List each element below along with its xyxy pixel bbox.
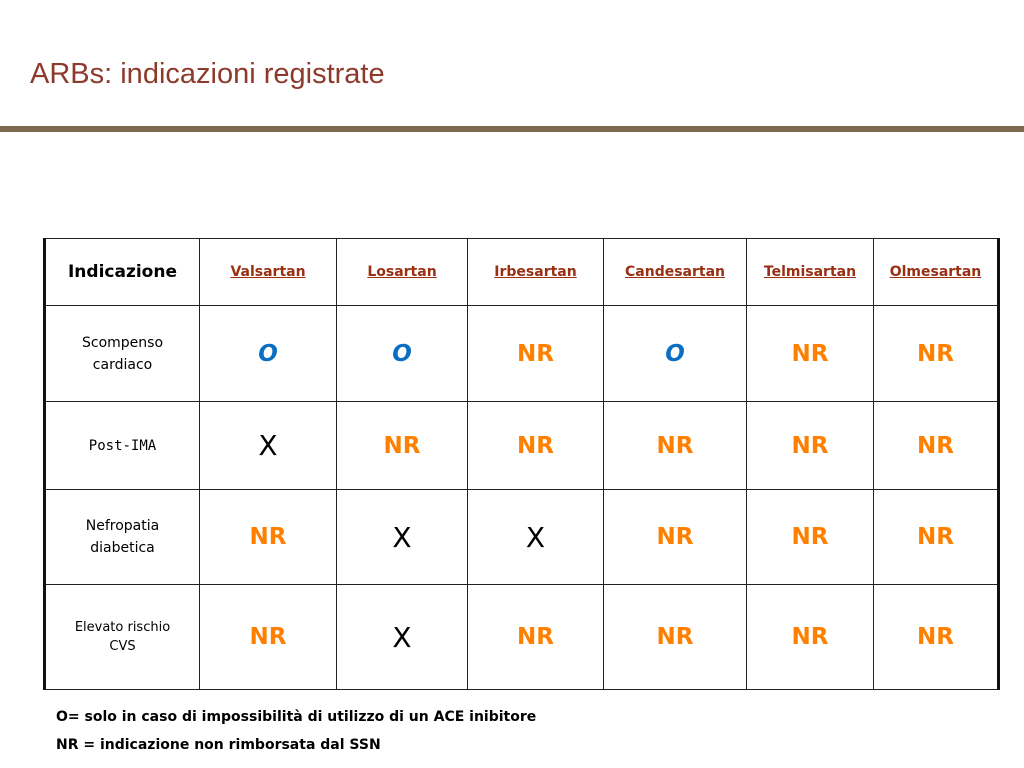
table-row: Nefropatia diabetica NR X X NR NR NR [44, 489, 999, 585]
cell: NR [603, 584, 747, 690]
column-header: Irbesartan [467, 238, 604, 306]
column-header: Indicazione [44, 238, 200, 306]
cell: NR [746, 401, 874, 490]
footnote: NR = indicazione non rimborsata dal SSN [56, 737, 381, 753]
header-row: Indicazione Valsartan Losartan Irbesarta… [44, 238, 999, 306]
cell: O [199, 305, 337, 402]
column-header: Candesartan [603, 238, 747, 306]
cell: NR [873, 584, 999, 690]
cell: NR [336, 401, 468, 490]
row-label: Nefropatia diabetica [44, 489, 200, 585]
cell: NR [746, 305, 874, 402]
cell: NR [603, 489, 747, 585]
cell: NR [873, 305, 999, 402]
cell: X [336, 584, 468, 690]
column-header: Losartan [336, 238, 468, 306]
column-header: Valsartan [199, 238, 337, 306]
cell: X [336, 489, 468, 585]
table-row: Elevato rischio CVS NR X NR NR NR NR [44, 584, 999, 690]
column-header: Olmesartan [873, 238, 999, 306]
cell: NR [746, 489, 874, 585]
row-label: Post-IMA [44, 401, 200, 490]
cell: NR [873, 489, 999, 585]
row-label: Elevato rischio CVS [44, 584, 200, 690]
cell: NR [746, 584, 874, 690]
title-rule [0, 126, 1024, 132]
row-label: Scompenso cardiaco [44, 305, 200, 402]
cell: NR [467, 305, 604, 402]
table-row: Post-IMA X NR NR NR NR NR [44, 401, 999, 490]
cell: NR [199, 489, 337, 585]
cell: NR [467, 584, 604, 690]
cell: X [467, 489, 604, 585]
slide-title: ARBs: indicazioni registrate [30, 58, 385, 90]
cell: O [603, 305, 747, 402]
table-row: Scompenso cardiaco O O NR O NR NR [44, 305, 999, 402]
indications-table: Indicazione Valsartan Losartan Irbesarta… [43, 238, 1000, 690]
cell: X [199, 401, 337, 490]
cell: NR [873, 401, 999, 490]
cell: NR [467, 401, 604, 490]
footnote: O= solo in caso di impossibilità di util… [56, 709, 537, 725]
column-header: Telmisartan [746, 238, 874, 306]
cell: NR [603, 401, 747, 490]
cell: NR [199, 584, 337, 690]
cell: O [336, 305, 468, 402]
